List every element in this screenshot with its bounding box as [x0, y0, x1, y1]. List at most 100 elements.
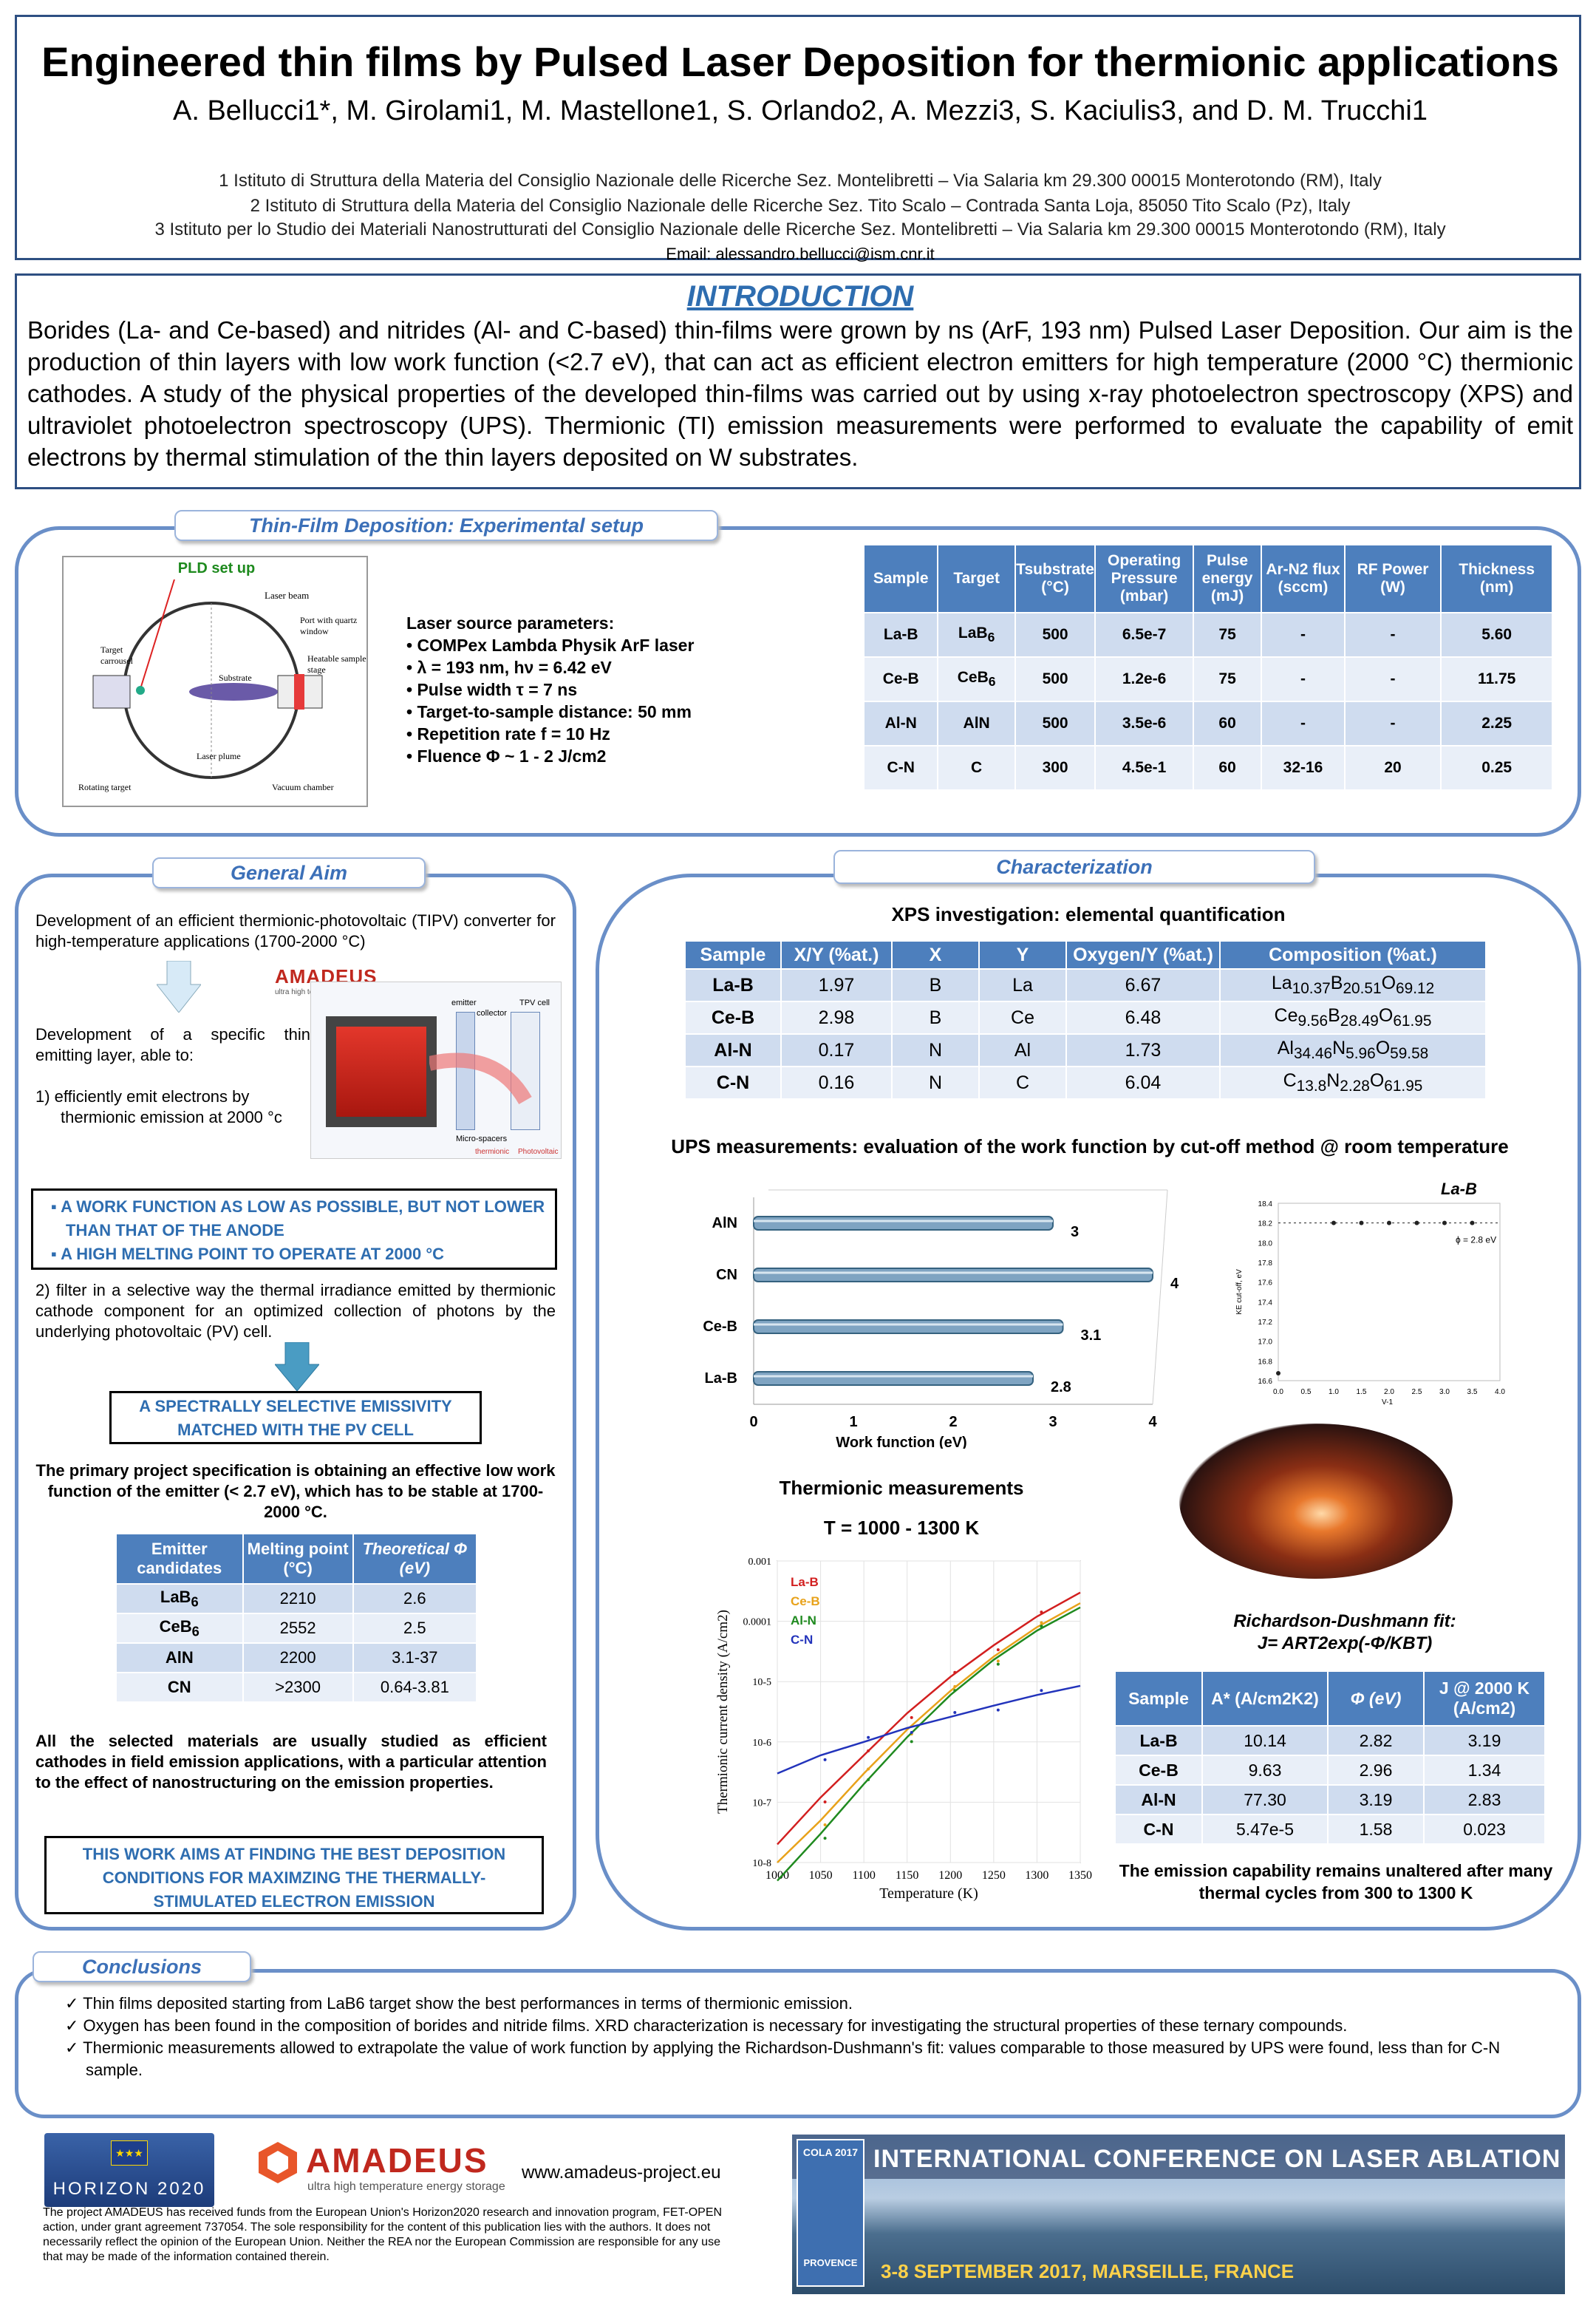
char-tab: Characterization [833, 850, 1315, 884]
th-series-line [777, 1591, 1081, 1846]
th: Melting point (°C) [242, 1533, 354, 1585]
table-cell: B [891, 968, 980, 1002]
th-point [867, 1767, 870, 1771]
inset-point [1331, 1220, 1336, 1225]
th-point [823, 1823, 827, 1826]
th-y-tick: 10-6 [752, 1738, 771, 1749]
aim-tab: General Aim [152, 857, 426, 888]
laser-param: λ = 193 nm, hν = 6.42 eV [406, 656, 761, 678]
table-cell: Al-N [684, 1033, 782, 1067]
th-y-tick: 10-8 [752, 1858, 771, 1869]
table-cell: 0.023 [1423, 1814, 1546, 1845]
conclusion-item: Oxygen has been found in the composition… [64, 2015, 1556, 2037]
th-point [910, 1730, 913, 1734]
inset-x-tick: 1.5 [1357, 1388, 1367, 1396]
aim-conclusion-box: THIS WORK AIMS AT FINDING THE BEST DEPOS… [44, 1836, 544, 1914]
right-edge [1152, 1189, 1168, 1405]
inset-y-tick: 17.2 [1258, 1319, 1273, 1327]
dev-label-pv: Photovoltaic [518, 1148, 559, 1156]
th-x-tick: 1050 [809, 1869, 833, 1882]
req-item: ▪ A WORK FUNCTION AS LOW AS POSSIBLE, BU… [51, 1197, 545, 1239]
table-row: La-B 10.14 2.82 3.19 [1114, 1725, 1546, 1756]
inset-x-label: V-1 [1382, 1398, 1393, 1407]
aim-p2: Development of a specific thin emitting … [35, 1025, 310, 1064]
th-x-tick: 1200 [938, 1869, 962, 1882]
laser-param: Pulse width τ = 7 ns [406, 678, 761, 701]
th: Sample [684, 940, 782, 970]
dev-label-tpv: TPV cell [519, 999, 550, 1007]
table-cell: CeB6 [937, 656, 1016, 702]
th: Emitter candidates [115, 1533, 244, 1585]
table-cell: 500 [1014, 656, 1097, 702]
conclusions-list: Thin films deposited starting from LaB6 … [64, 1993, 1556, 2081]
inset-frame [1278, 1203, 1501, 1381]
table-cell: - [1261, 701, 1346, 746]
table-row: La-B LaB6 500 6.5e-7 75- -5.60 [862, 612, 1553, 658]
rd-table: Sample A* (A/cm2K2) Φ (eV) J @ 2000 K (A… [1114, 1670, 1546, 1845]
thermionic-chart: 1000 1050 1100 1150 1200 1250 1300 1350 0.001 0.0… [715, 1557, 1092, 1902]
table-cell: C [937, 745, 1016, 791]
table-cell: 6.48 [1065, 1001, 1221, 1035]
table-cell: 500 [1014, 701, 1097, 746]
table-cell: C-N [862, 745, 939, 791]
table-cell: 20 [1343, 745, 1442, 791]
amadeus-footer-sub: ultra high temperature energy storage [307, 2180, 505, 2193]
inset-y-tick: 17.0 [1258, 1339, 1273, 1347]
th-y-tick: 0.0001 [743, 1617, 772, 1628]
conclusions-tab: Conclusions [33, 1951, 251, 1982]
table-cell: C-N [1114, 1814, 1203, 1845]
table-cell: >2300 [242, 1672, 354, 1703]
th-y-tick: 0.001 [748, 1557, 772, 1568]
conclusion-item: Thermionic measurements allowed to extra… [64, 2037, 1556, 2081]
laser-heading: Laser source parameters: [406, 613, 615, 633]
th: Sample [862, 544, 939, 613]
table-cell: Al-N [862, 701, 939, 746]
horizon-text: HORIZON 2020 [52, 2179, 206, 2199]
table-cell: La-B [862, 612, 939, 658]
ups-value-label: 4 [1170, 1276, 1179, 1292]
table-cell: C [978, 1066, 1067, 1100]
table-cell: 1.58 [1327, 1814, 1425, 1845]
label-laser-beam: Laser beam [265, 590, 310, 601]
th-point [996, 1662, 1000, 1666]
table-row: Al-N 77.30 3.19 2.83 [1114, 1784, 1546, 1815]
th-y-label: Thermionic current density (A/cm2) [715, 1610, 731, 1814]
table-cell: 77.30 [1201, 1784, 1329, 1815]
th-x-label: Temperature (K) [879, 1885, 978, 1902]
pld-schematic [92, 579, 323, 779]
label-rotating-target: Rotating target [78, 782, 132, 792]
th-point [1040, 1621, 1043, 1625]
table-cell: 0.64-3.81 [352, 1672, 478, 1703]
ups-category-label: AlN [712, 1215, 737, 1231]
th-point [996, 1659, 1000, 1663]
ups-bar [753, 1216, 1054, 1231]
th: A* (A/cm2K2) [1201, 1670, 1329, 1727]
project-url[interactable]: www.amadeus-project.eu [522, 2163, 721, 2183]
th: Y [978, 940, 1067, 970]
th-point [910, 1715, 913, 1719]
table-row: Al-N 0.17 N Al 1.73 Al34.46N5.96O59.58 [684, 1033, 1487, 1067]
amadeus-logo-icon [256, 2140, 300, 2185]
label-target-carrousel: Target carrousel [100, 644, 133, 666]
table-cell: 3.1-37 [352, 1642, 478, 1673]
cola-dates: 3-8 SEPTEMBER 2017, MARSEILLE, FRANCE [881, 2260, 1295, 2282]
table-cell: 60 [1192, 745, 1263, 791]
th: Target [937, 544, 1016, 613]
table-cell: 3.19 [1327, 1784, 1425, 1815]
intro-heading: INTRODUCTION [686, 280, 914, 313]
table-cell: Ce-B [1114, 1755, 1203, 1786]
inset-point [1470, 1220, 1475, 1225]
affiliation-2: 2 Istituto di Struttura della Materia de… [250, 196, 1351, 216]
table-row: Ce-B 2.98 B Ce 6.48 Ce9.56B28.49O61.95 [684, 1001, 1487, 1035]
th: J @ 2000 K (A/cm2) [1423, 1670, 1546, 1727]
table-cell: 300 [1014, 745, 1097, 791]
emissivity-box: A SPECTRALLY SELECTIVE EMISSIVITY MATCHE… [109, 1391, 482, 1444]
title-box: Engineered thin films by Pulsed Laser De… [15, 15, 1581, 263]
ups-x-tick: 1 [849, 1414, 857, 1430]
inset-y-tick: 18.0 [1258, 1239, 1273, 1248]
inset-y-tick: 17.4 [1258, 1299, 1273, 1307]
table-row: La-B 1.97 B La 6.67 La10.37B20.51O69.12 [684, 968, 1487, 1002]
inset-x-tick: 2.5 [1412, 1388, 1422, 1396]
th: Operating Pressure (mbar) [1094, 544, 1194, 613]
table-row: CN >2300 0.64-3.81 [115, 1672, 478, 1703]
